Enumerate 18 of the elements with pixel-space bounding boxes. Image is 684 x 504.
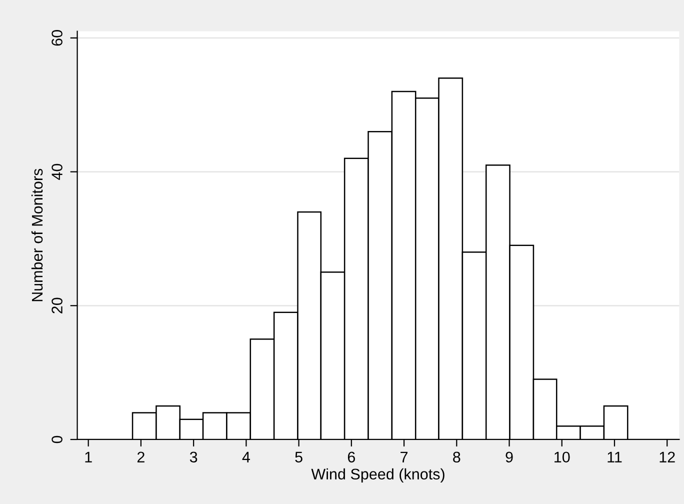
x-tick-label: 7 [400,452,408,462]
y-tick-label: 60 [52,30,62,46]
x-tick-label: 4 [242,452,250,462]
x-tick-label: 9 [506,452,513,463]
x-tick-label: 8 [453,452,460,463]
x-tick-label: 1 [85,452,92,462]
x-tick-label: 2 [137,452,144,462]
x-tick-label: 10 [554,452,570,463]
y-axis-title: Number of Monitors [31,168,43,302]
y-tick-label: 40 [52,164,62,180]
x-tick-label: 5 [295,452,302,463]
x-tick-label: 3 [190,452,198,463]
x-tick-label: 12 [660,452,675,462]
y-tick-label: 0 [52,436,62,444]
y-tick-label: 20 [52,298,62,314]
x-tick-label: 11 [608,452,622,462]
x-tick-label: 6 [348,452,355,463]
x-axis-title: Wind Speed (knots) [311,468,444,483]
